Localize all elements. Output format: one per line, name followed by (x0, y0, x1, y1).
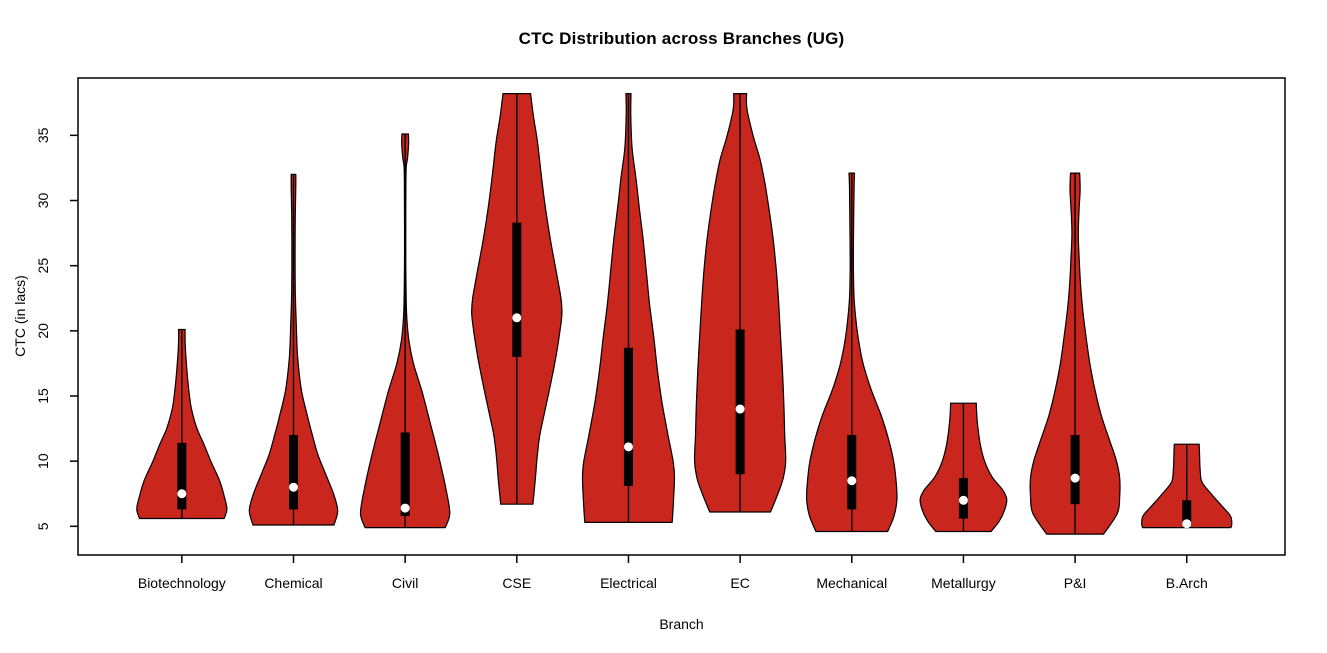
x-tick-label: EC (730, 575, 749, 591)
y-tick-label: 25 (35, 258, 51, 274)
y-tick-label: 20 (35, 323, 51, 339)
y-tick-label: 10 (35, 453, 51, 469)
iqr-box (1182, 500, 1192, 526)
iqr-box (735, 329, 745, 475)
y-tick-label: 5 (35, 522, 51, 530)
x-tick-label: P&I (1064, 575, 1087, 591)
iqr-box (288, 435, 298, 510)
plot-frame (77, 77, 1286, 556)
median-dot (177, 489, 187, 499)
iqr-box (1070, 435, 1080, 505)
x-tick-label: Electrical (600, 575, 657, 591)
median-dot (1070, 473, 1080, 483)
x-tick-label: Mechanical (816, 575, 887, 591)
median-dot (735, 404, 745, 414)
x-tick-label: B.Arch (1166, 575, 1208, 591)
median-dot (623, 442, 633, 452)
y-tick-label: 15 (35, 388, 51, 404)
median-dot (400, 503, 410, 513)
median-dot (1182, 519, 1192, 529)
x-tick-label: CSE (502, 575, 531, 591)
iqr-box (177, 442, 187, 510)
iqr-box (400, 432, 410, 516)
y-tick-label: 35 (35, 127, 51, 143)
x-tick-label: Metallurgy (931, 575, 996, 591)
median-dot (847, 476, 857, 486)
iqr-box (623, 347, 633, 486)
median-dot (288, 482, 298, 492)
iqr-box (512, 222, 522, 357)
median-dot (512, 313, 522, 323)
median-dot (958, 495, 968, 505)
x-axis-title: Branch (659, 616, 704, 632)
x-tick-label: Chemical (264, 575, 322, 591)
x-tick-label: Biotechnology (138, 575, 226, 591)
chart-title: CTC Distribution across Branches (UG) (518, 29, 845, 48)
x-tick-label: Civil (392, 575, 418, 591)
iqr-box (847, 435, 857, 510)
y-tick-label: 30 (35, 193, 51, 209)
